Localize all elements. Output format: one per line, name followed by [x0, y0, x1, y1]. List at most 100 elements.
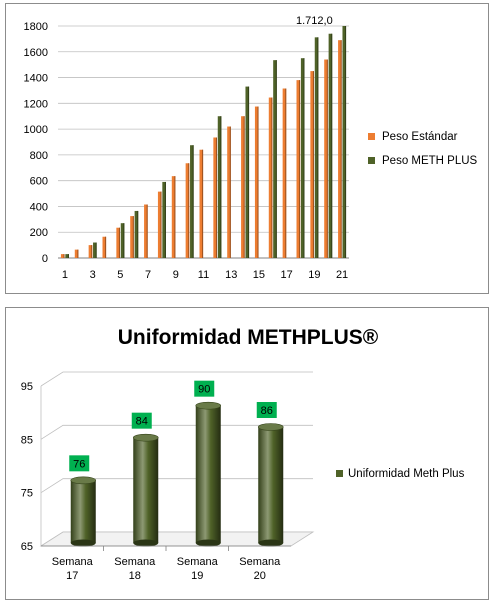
bar-shadow [257, 106, 259, 258]
data-label: 84 [136, 416, 148, 428]
x-tick-label: 15 [253, 269, 265, 281]
cylinder-body [195, 405, 221, 543]
bar-peso-meth-plus [162, 181, 166, 258]
bar-peso-estandar [74, 249, 79, 258]
bar-shadow [132, 216, 134, 258]
bar-peso-estandar [310, 71, 314, 258]
bar-peso-estandar [185, 163, 190, 258]
cylinder-base [70, 539, 96, 547]
bar-peso-meth-plus [190, 145, 194, 258]
bar-peso-meth-plus [245, 86, 250, 258]
y-tick-label: 1200 [24, 98, 48, 110]
bar-peso-estandar [268, 97, 273, 259]
bar-shadow [303, 58, 305, 258]
bar-shadow [105, 236, 107, 258]
x-tick-label: 19 [308, 269, 320, 281]
cylinder-top [257, 423, 284, 431]
bar-shadow [63, 254, 65, 258]
legend-label: Peso Estándar [382, 131, 458, 143]
uniformity-chart-panel: Uniformidad METHPLUS® 65 75 85 95 76 Semana 17 8… [5, 307, 489, 600]
cylinder-top [70, 476, 97, 485]
cylinder-top [195, 401, 222, 410]
data-label-box [131, 412, 152, 429]
data-label: 76 [73, 458, 85, 470]
bar-shadow [345, 26, 347, 258]
bar-peso-estandar [102, 236, 107, 258]
bar-peso-meth-plus [300, 58, 305, 258]
legend-label: Uniformidad Meth Plus [348, 468, 465, 480]
bar-peso-estandar [171, 176, 176, 258]
bar-peso-meth-plus [120, 223, 125, 258]
bar-peso-meth-plus [342, 26, 347, 258]
y-tick-label: 800 [30, 150, 48, 162]
x-tick-label: 7 [145, 269, 151, 281]
bar-peso-meth-plus [134, 210, 139, 258]
uniformity-chart: Uniformidad METHPLUS® 65 75 85 95 76 Semana 17 8… [21, 326, 465, 582]
cylinder-top [132, 433, 159, 442]
x-tick-label: Semana [52, 556, 94, 568]
gridline [40, 424, 313, 440]
x-tick-label: 3 [90, 269, 96, 281]
x-tick-label: 11 [198, 269, 209, 281]
bar-shadow [67, 254, 69, 258]
bar-peso-estandar [144, 204, 148, 258]
x-tick-label: 19 [191, 570, 203, 582]
cylinder-body [70, 480, 96, 543]
y-tick-label: 1800 [24, 21, 48, 33]
bar-peso-meth-plus [328, 33, 333, 258]
bar-peso-estandar [199, 149, 204, 258]
bar-shadow [95, 242, 97, 258]
bar-shadow [137, 210, 139, 258]
data-label-box [256, 402, 277, 418]
y-tick-label: 200 [30, 227, 48, 239]
bar-shadow [123, 223, 125, 258]
cylinder-body [258, 427, 284, 543]
bar-shadow [220, 116, 222, 258]
bar-shadow [331, 33, 333, 258]
bar-peso-meth-plus [217, 116, 222, 258]
bar-shadow [317, 37, 319, 258]
bar-shadow [164, 181, 166, 258]
bar-peso-estandar [254, 106, 259, 258]
bar-peso-estandar [88, 245, 93, 258]
bar-peso-estandar [116, 227, 120, 258]
bar-shadow [188, 163, 190, 258]
bar-peso-meth-plus [273, 60, 277, 259]
legend-swatch [368, 157, 375, 164]
bar-peso-estandar [130, 216, 134, 258]
y-tick-label: 400 [30, 201, 48, 213]
x-tick-label: 21 [336, 269, 348, 281]
bar-peso-estandar [60, 254, 65, 258]
weight-chart-panel: 0 200 400 600 800 1000 1200 1400 1600 1800 1 3 5 7 9 11… [5, 3, 489, 294]
bar-shadow [243, 116, 245, 258]
x-tick-label: 17 [281, 269, 293, 281]
x-tick-label: 13 [225, 269, 237, 281]
bar-shadow [229, 126, 231, 259]
y-tick-label: 1400 [24, 73, 48, 85]
bar-peso-estandar [296, 80, 301, 258]
bar-shadow [248, 86, 250, 258]
chart-title: Uniformidad METHPLUS® [118, 326, 379, 349]
data-label: 86 [261, 405, 273, 417]
bar-shadow [340, 40, 342, 258]
bar-peso-meth-plus [93, 242, 97, 258]
x-tick-label: Semana [239, 556, 281, 568]
x-tick-label: 9 [173, 269, 179, 281]
data-label: 90 [198, 384, 210, 396]
y-tick-label: 95 [21, 381, 33, 393]
gridline [40, 371, 313, 387]
bar-peso-estandar [324, 59, 328, 259]
annotation-label: 1.712,0 [296, 15, 333, 27]
legend-swatch [336, 470, 343, 477]
bar-shadow [192, 145, 194, 258]
bar-shadow [275, 60, 277, 259]
bar-peso-meth-plus [65, 254, 69, 258]
x-tick-label: 5 [117, 269, 123, 281]
bar-shadow [77, 249, 79, 258]
y-tick-label: 600 [30, 176, 48, 188]
bar-shadow [299, 80, 301, 258]
bar-shadow [91, 245, 93, 258]
bar-shadow [160, 191, 162, 258]
bar-shadow [215, 137, 217, 258]
data-label-box [69, 455, 90, 472]
